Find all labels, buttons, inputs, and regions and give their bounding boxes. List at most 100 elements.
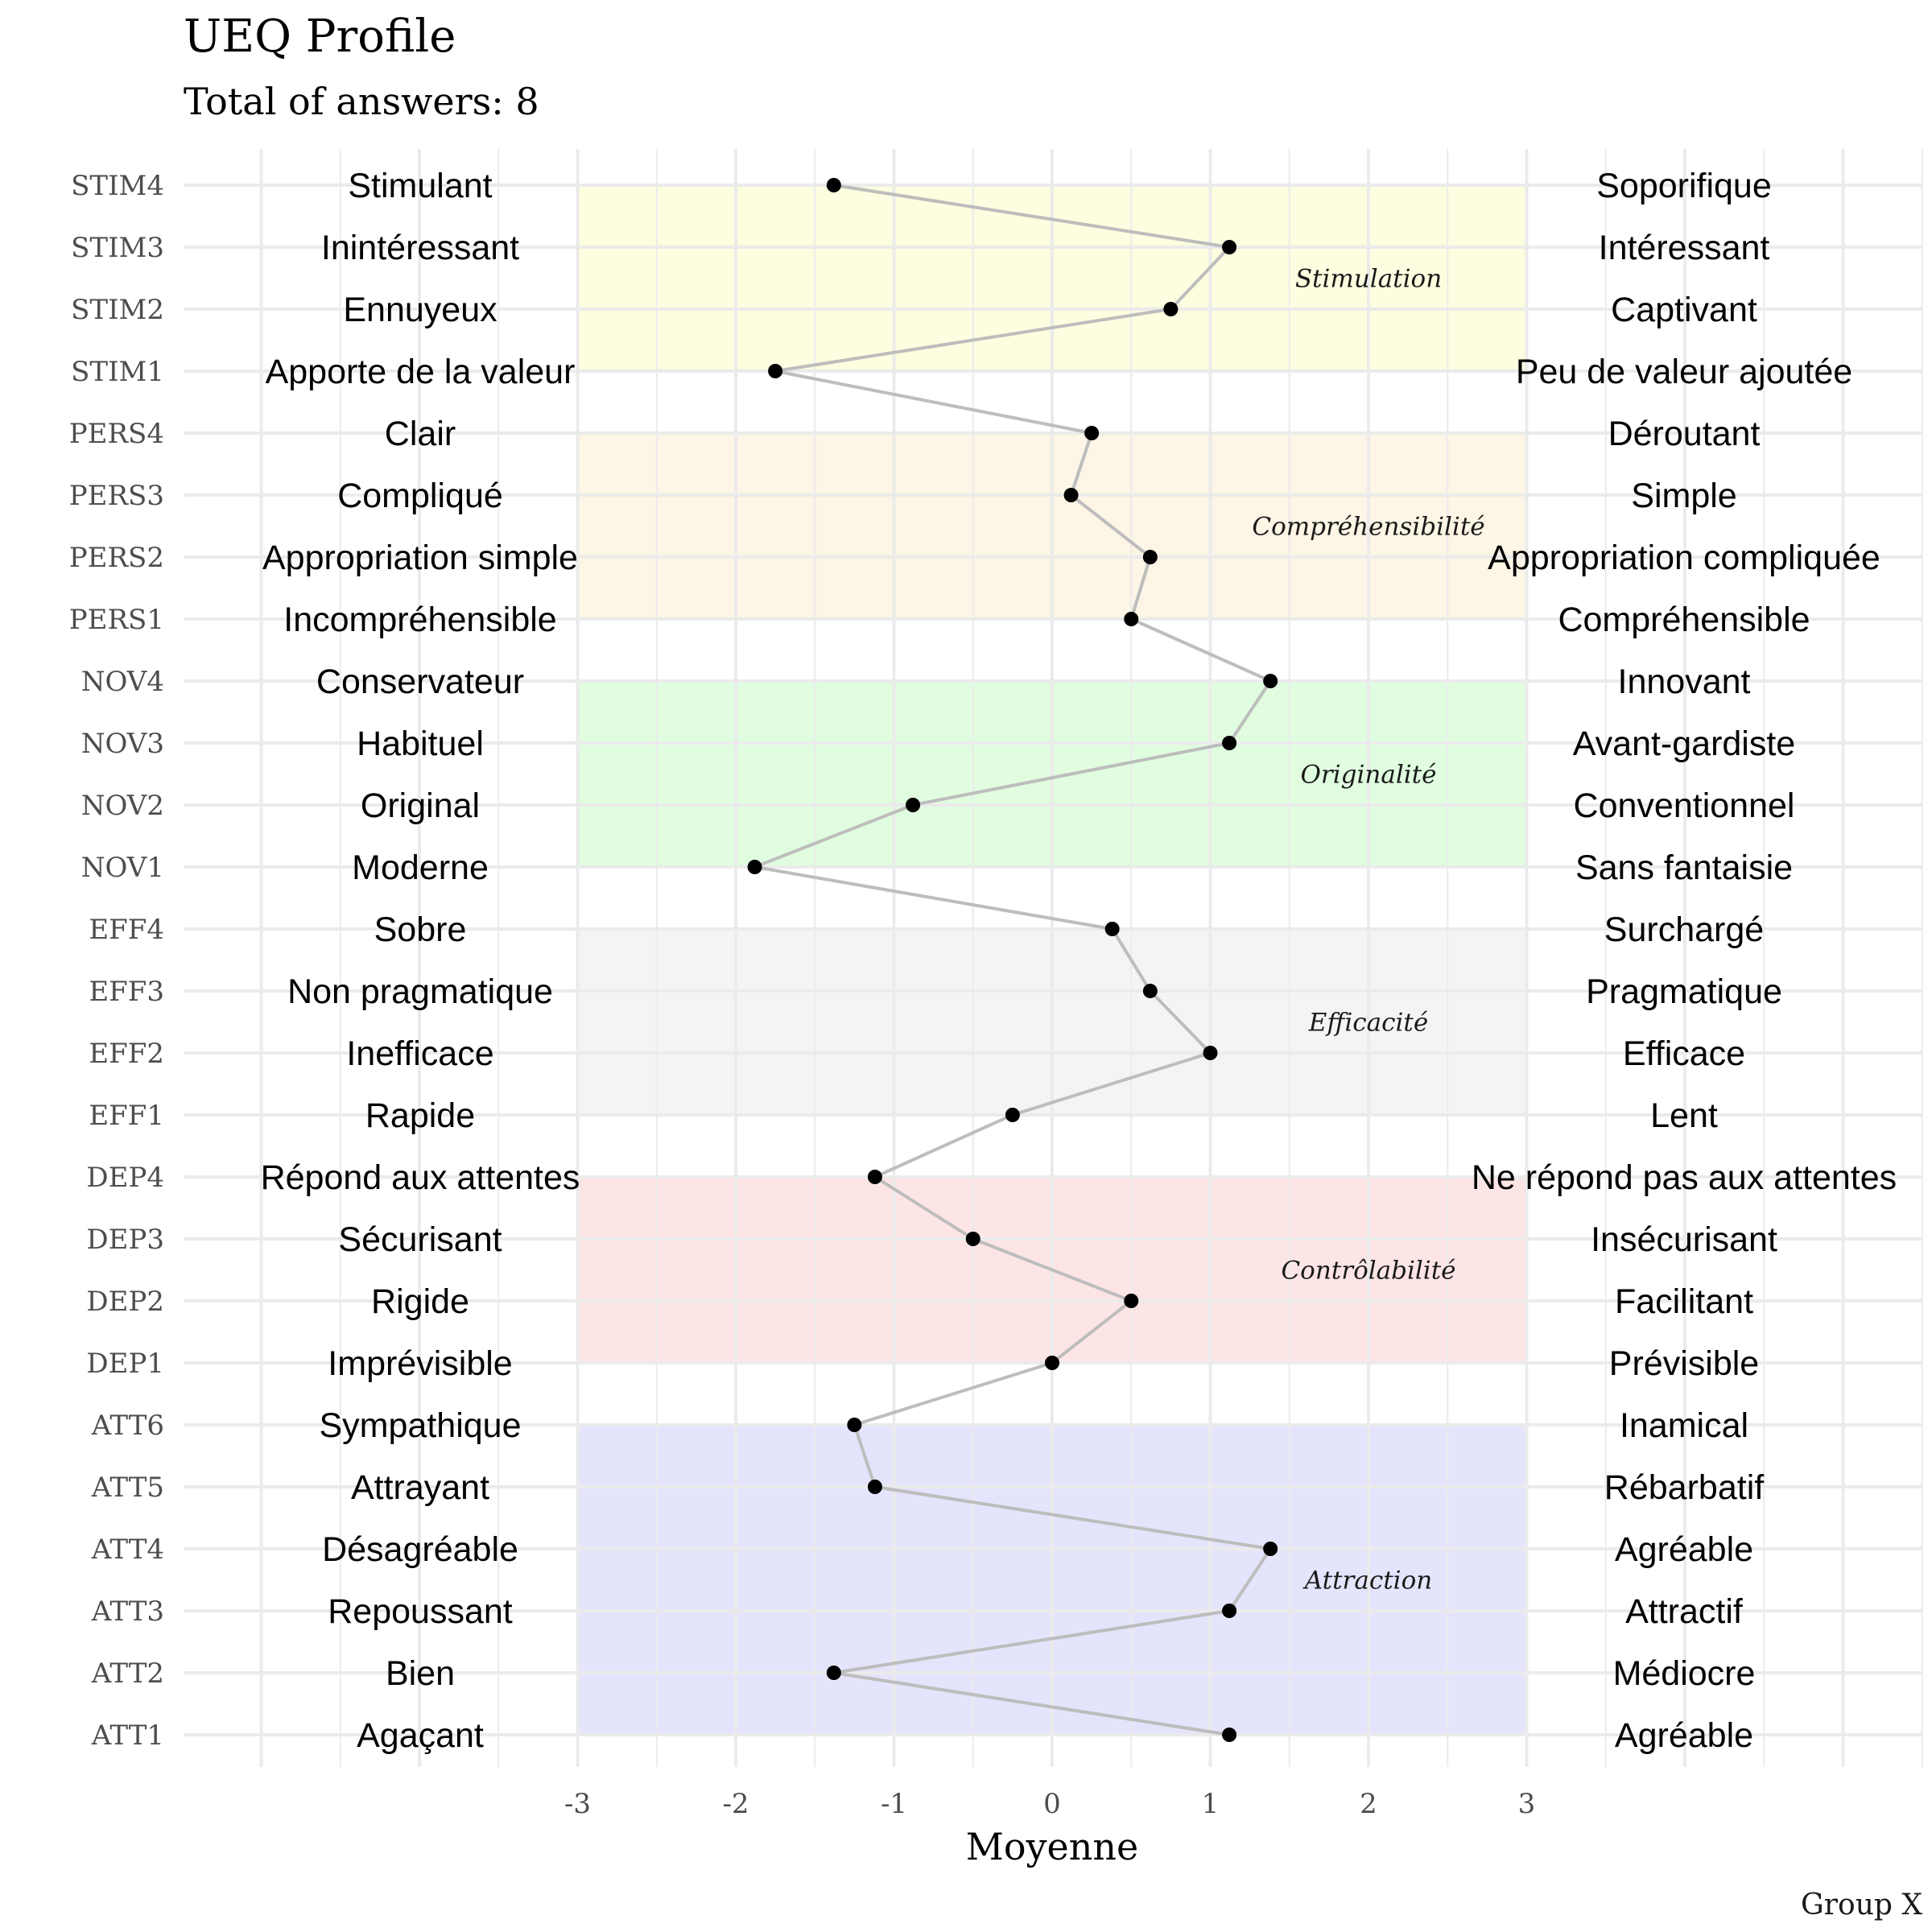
- left-pole-nov4: Conservateur: [316, 663, 524, 701]
- item-code-att6: ATT6: [91, 1410, 164, 1442]
- data-point-stim1: [768, 364, 783, 378]
- left-pole-nov2: Original: [361, 786, 480, 825]
- scale-label-2: Originalité: [1301, 761, 1437, 790]
- data-point-att3: [1222, 1604, 1237, 1618]
- right-pole-nov1: Sans fantaisie: [1575, 848, 1793, 887]
- right-pole-dep4: Ne répond pas aux attentes: [1472, 1158, 1897, 1197]
- item-code-eff3: EFF3: [89, 976, 164, 1008]
- left-pole-att2: Bien: [386, 1654, 455, 1693]
- left-pole-pers2: Appropriation simple: [262, 539, 578, 577]
- data-point-stim4: [826, 178, 841, 192]
- item-code-nov1: NOV1: [81, 852, 164, 884]
- scale-label-4: Contrôlabilité: [1281, 1257, 1455, 1286]
- x-tick-0: -3: [564, 1788, 591, 1820]
- item-code-eff1: EFF1: [89, 1100, 164, 1132]
- right-pole-stim3: Intéressant: [1599, 229, 1770, 267]
- data-point-pers4: [1084, 426, 1100, 440]
- left-pole-att5: Attrayant: [351, 1468, 489, 1507]
- item-code-nov2: NOV2: [81, 790, 164, 822]
- data-point-eff4: [1104, 922, 1120, 936]
- data-point-nov3: [1222, 736, 1237, 750]
- left-pole-dep4: Répond aux attentes: [261, 1158, 580, 1197]
- left-pole-stim1: Apporte de la valeur: [266, 353, 576, 391]
- item-code-eff4: EFF4: [89, 914, 164, 946]
- item-code-nov4: NOV4: [81, 666, 164, 698]
- profile-points: [747, 178, 1278, 1742]
- right-pole-stim1: Peu de valeur ajoutée: [1516, 353, 1852, 391]
- item-code-pers2: PERS2: [69, 542, 164, 574]
- left-pole-dep2: Rigide: [371, 1282, 469, 1321]
- left-pole-eff2: Inefficace: [346, 1034, 493, 1073]
- data-point-eff2: [1203, 1046, 1218, 1060]
- item-code-stim1: STIM1: [71, 356, 164, 388]
- left-pole-att3: Repoussant: [328, 1592, 513, 1631]
- data-point-nov2: [906, 798, 921, 812]
- data-point-pers2: [1142, 550, 1158, 564]
- data-point-dep3: [965, 1232, 980, 1246]
- right-pole-dep3: Insécurisant: [1591, 1220, 1777, 1259]
- item-code-dep1: DEP1: [86, 1348, 164, 1380]
- right-pole-att3: Attractif: [1625, 1592, 1744, 1631]
- item-code-dep2: DEP2: [86, 1286, 164, 1318]
- item-code-pers4: PERS4: [69, 418, 164, 450]
- data-point-dep2: [1124, 1294, 1139, 1308]
- item-code-stim3: STIM3: [71, 232, 164, 264]
- left-pole-att1: Agaçant: [357, 1716, 484, 1755]
- right-pole-nov4: Innovant: [1618, 663, 1751, 701]
- data-point-nov4: [1263, 674, 1278, 688]
- item-code-att2: ATT2: [91, 1657, 164, 1690]
- data-point-pers3: [1063, 488, 1079, 502]
- right-pole-att2: Médiocre: [1613, 1654, 1756, 1693]
- item-code-dep4: DEP4: [86, 1162, 164, 1194]
- data-point-nov1: [747, 860, 762, 874]
- item-code-dep3: DEP3: [86, 1224, 164, 1256]
- x-tick-3: 0: [1043, 1788, 1061, 1820]
- item-code-att4: ATT4: [91, 1534, 164, 1566]
- left-pole-att6: Sympathique: [320, 1406, 522, 1445]
- data-point-dep4: [867, 1170, 882, 1184]
- right-pole-nov3: Avant-gardiste: [1573, 724, 1795, 763]
- data-point-pers1: [1124, 612, 1139, 626]
- left-pole-eff4: Sobre: [374, 910, 467, 949]
- item-code-att3: ATT3: [91, 1596, 164, 1628]
- scale-label-5: Attraction: [1302, 1567, 1432, 1596]
- right-pole-att6: Inamical: [1620, 1406, 1748, 1445]
- item-code-att1: ATT1: [91, 1719, 164, 1752]
- left-pole-pers1: Incompréhensible: [283, 601, 556, 639]
- right-pole-eff4: Surchargé: [1604, 910, 1764, 949]
- data-point-att5: [867, 1480, 882, 1494]
- right-pole-dep1: Prévisible: [1609, 1344, 1759, 1383]
- data-point-eff3: [1142, 984, 1158, 998]
- item-code-stim4: STIM4: [71, 170, 164, 202]
- right-pole-pers3: Simple: [1631, 477, 1736, 515]
- right-pole-nov2: Conventionnel: [1574, 786, 1795, 825]
- right-pole-stim4: Soporifique: [1596, 167, 1772, 205]
- data-point-dep1: [1045, 1356, 1059, 1370]
- left-pole-stim2: Ennuyeux: [343, 291, 497, 329]
- grid-lines: [184, 149, 1923, 1767]
- x-tick-6: 3: [1518, 1788, 1536, 1820]
- scale-labels: Stimulation Compréhensibilité Originalité E…: [1252, 265, 1484, 1596]
- x-tick-4: 1: [1202, 1788, 1220, 1820]
- chart-caption: Group X: [1801, 1889, 1922, 1922]
- data-point-eff1: [1005, 1108, 1020, 1122]
- left-pole-nov1: Moderne: [352, 848, 489, 887]
- data-point-stim3: [1222, 240, 1237, 254]
- data-point-att6: [847, 1418, 862, 1432]
- left-pole-att4: Désagréable: [322, 1530, 518, 1569]
- data-point-att4: [1263, 1542, 1278, 1556]
- item-code-nov3: NOV3: [81, 728, 164, 760]
- right-pole-att1: Agréable: [1615, 1716, 1753, 1755]
- scale-label-3: Efficacité: [1308, 1009, 1428, 1038]
- item-codes: STIM4 STIM3 STIM2 STIM1 PERS4 PERS3 PERS2 PERS1…: [69, 170, 164, 1752]
- x-tick-2: -1: [881, 1788, 907, 1820]
- chart-subtitle: Total of answers: 8: [184, 80, 539, 123]
- left-pole-pers4: Clair: [385, 415, 456, 453]
- data-point-att2: [826, 1666, 841, 1680]
- right-pole-stim2: Captivant: [1611, 291, 1757, 329]
- scale-label-0: Stimulation: [1295, 265, 1442, 294]
- right-pole-att4: Agréable: [1615, 1530, 1753, 1569]
- right-pole-dep2: Facilitant: [1615, 1282, 1753, 1321]
- right-pole-eff1: Lent: [1650, 1096, 1718, 1135]
